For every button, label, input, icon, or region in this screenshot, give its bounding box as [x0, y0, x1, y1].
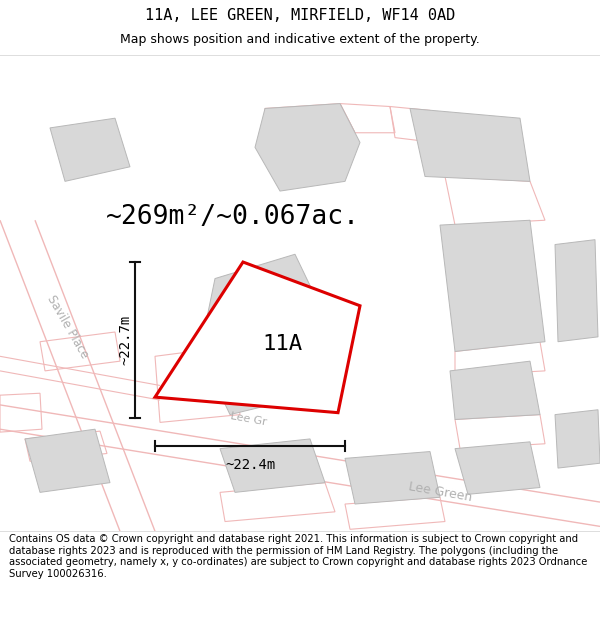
Polygon shape: [455, 442, 540, 494]
Polygon shape: [220, 439, 325, 493]
Polygon shape: [555, 410, 600, 468]
Text: ~22.4m: ~22.4m: [225, 458, 275, 472]
Polygon shape: [410, 109, 530, 181]
Polygon shape: [50, 118, 130, 181]
Text: ~22.7m: ~22.7m: [118, 314, 132, 365]
Polygon shape: [345, 451, 440, 504]
Polygon shape: [555, 239, 598, 342]
Polygon shape: [25, 429, 110, 493]
Text: Lee Green: Lee Green: [407, 481, 473, 504]
Polygon shape: [440, 220, 545, 351]
Polygon shape: [450, 361, 540, 419]
Text: Map shows position and indicative extent of the property.: Map shows position and indicative extent…: [120, 33, 480, 46]
Text: Lee Gr: Lee Gr: [230, 411, 268, 428]
Text: Savile Place: Savile Place: [45, 293, 91, 361]
Polygon shape: [255, 104, 360, 191]
Text: 11A, LEE GREEN, MIRFIELD, WF14 0AD: 11A, LEE GREEN, MIRFIELD, WF14 0AD: [145, 8, 455, 23]
Polygon shape: [200, 254, 330, 414]
Text: 11A: 11A: [262, 334, 302, 354]
Text: ~269m²/~0.067ac.: ~269m²/~0.067ac.: [106, 204, 360, 231]
Text: Contains OS data © Crown copyright and database right 2021. This information is : Contains OS data © Crown copyright and d…: [9, 534, 587, 579]
Polygon shape: [155, 262, 360, 412]
